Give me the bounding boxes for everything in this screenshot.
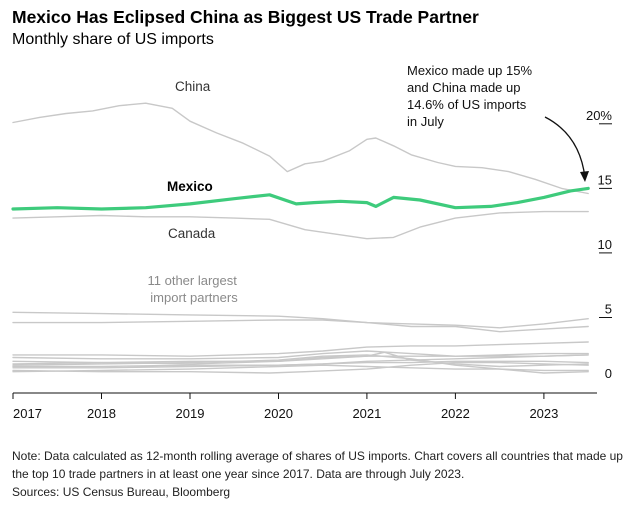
annotation-line-4: in July — [407, 114, 444, 129]
series-line-other3 — [12, 341, 589, 357]
y-tick-label: 0 — [605, 366, 612, 381]
chart-subtitle: Monthly share of US imports — [12, 31, 214, 48]
others-label-line-1: 11 other largest — [148, 273, 238, 288]
series-label-china: China — [175, 79, 211, 94]
annotation-arrow — [544, 116, 586, 179]
annotation-arrowhead — [580, 171, 589, 182]
series-line-other8 — [12, 360, 589, 369]
x-tick-label: 2017 — [13, 406, 42, 421]
series-line-other10 — [12, 364, 589, 373]
series-line-other4 — [12, 350, 589, 360]
series-label-others: 11 other largest import partners — [148, 273, 241, 305]
x-tick-label: 2023 — [529, 406, 558, 421]
x-axis: 2017 2018 2019 2020 2021 2022 2023 — [12, 393, 558, 421]
x-tick-label: 2020 — [264, 406, 293, 421]
annotation-line-2: and China made up — [407, 80, 520, 95]
y-axis: 0 5 10 15 20% — [586, 108, 612, 381]
series-line-other7 — [12, 354, 589, 368]
y-tick-label: 5 — [605, 302, 612, 317]
annotation-line-1: Mexico made up 15% — [407, 63, 532, 78]
series-line-other5 — [12, 351, 589, 368]
x-tick-label: 2019 — [176, 406, 205, 421]
line-chart: 0 5 10 15 20% 2017 2018 2019 2020 2021 2022 2023 C… — [11, 63, 612, 421]
series-layer — [11, 102, 590, 374]
others-label-line-2: import partners — [150, 290, 238, 305]
chart-title: Mexico Has Eclipsed China as Biggest US … — [12, 7, 479, 27]
chart-note: Note: Data calculated as 12-month rollin… — [12, 449, 623, 481]
series-label-canada: Canada — [168, 226, 216, 241]
y-tick-label: 15 — [598, 172, 612, 187]
series-line-canada — [12, 210, 589, 240]
annotation-line-3: 14.6% of US imports — [407, 97, 527, 112]
series-line-other11 — [12, 354, 589, 374]
y-tick-label: 10 — [598, 237, 612, 252]
series-label-mexico: Mexico — [167, 179, 213, 194]
x-tick-label: 2021 — [352, 406, 381, 421]
series-line-china — [12, 102, 589, 195]
annotation-text: Mexico made up 15% and China made up 14.… — [407, 63, 536, 129]
x-tick-label: 2018 — [87, 406, 116, 421]
series-line-mexico — [11, 186, 590, 211]
series-line-other2 — [12, 319, 589, 333]
series-line-other9 — [12, 361, 589, 374]
y-tick-label: 20% — [586, 108, 612, 123]
x-tick-label: 2022 — [441, 406, 470, 421]
chart-sources: Sources: US Census Bureau, Bloomberg — [12, 485, 231, 499]
